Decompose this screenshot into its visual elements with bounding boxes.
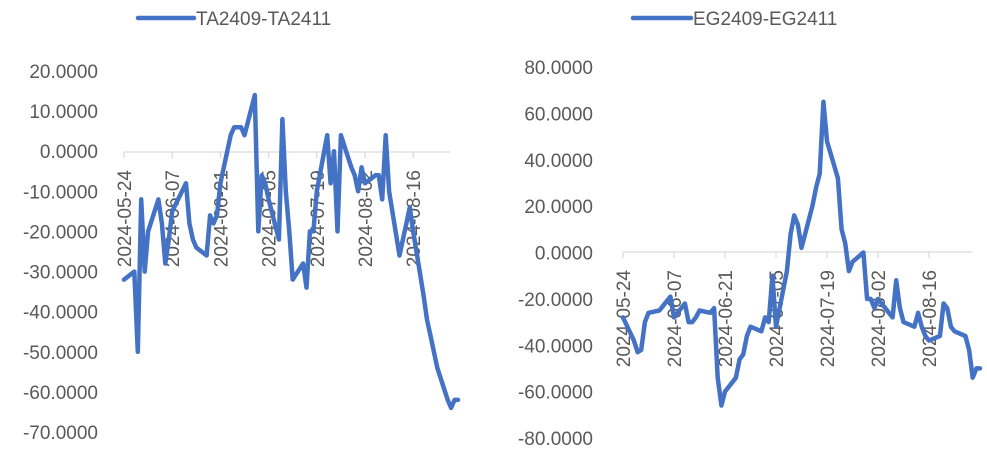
ta-x-tick-label: 2024-08-02 <box>356 170 377 267</box>
ta-y-tick-label: -40.0000 <box>23 303 98 324</box>
chart-ta-spread: 20.0000 10.0000 0.0000 -10.0000 -20.0000 -30.… <box>0 0 493 450</box>
ta-y-tick-label: -10.0000 <box>23 182 98 203</box>
eg-y-tick-label: -20.0000 <box>518 290 593 311</box>
ta-y-tick-label: -30.0000 <box>23 263 98 284</box>
eg-y-tick-label: -60.0000 <box>518 383 593 404</box>
eg-y-tick-label: 0.0000 <box>535 244 593 265</box>
ta-x-tick-label: 2024-08-16 <box>404 170 425 267</box>
ta-y-tick-label: 20.0000 <box>29 62 98 83</box>
ta-y-tick-label: -70.0000 <box>23 423 98 444</box>
eg-x-tick-label: 2024-08-02 <box>869 270 890 367</box>
ta-x-tick-label: 2024-07-19 <box>308 170 329 267</box>
ta-y-tick-label: -50.0000 <box>23 343 98 364</box>
ta-y-tick-label: 10.0000 <box>29 102 98 123</box>
chart-eg-spread-svg: 80.0000 60.0000 40.0000 20.0000 0.0000 -20.00… <box>518 9 983 450</box>
ta-x-tick-label: 2024-05-24 <box>115 170 136 268</box>
eg-y-tick-label: 40.0000 <box>524 151 593 172</box>
ta-x-tick-label: 2024-06-21 <box>211 170 232 267</box>
chart-eg-spread: 80.0000 60.0000 40.0000 20.0000 0.0000 -20.00… <box>493 0 987 450</box>
eg-legend-label: EG2409-EG2411 <box>693 9 837 30</box>
ta-legend-label: TA2409-TA2411 <box>196 9 331 30</box>
chart-ta-spread-svg: 20.0000 10.0000 0.0000 -10.0000 -20.0000 -30.… <box>23 9 461 444</box>
eg-series-line <box>620 99 983 408</box>
eg-y-tick-label: 20.0000 <box>524 197 593 218</box>
eg-y-tick-label: 60.0000 <box>524 104 593 125</box>
ta-y-tick-label: 0.0000 <box>40 142 98 163</box>
ta-y-tick-label: -60.0000 <box>23 383 98 404</box>
eg-y-tick-label: 80.0000 <box>524 58 593 79</box>
eg-y-tick-label: -80.0000 <box>518 429 593 450</box>
eg-x-tick-label: 2024-07-19 <box>818 270 839 367</box>
eg-x-tick-label: 2024-08-16 <box>920 270 941 367</box>
eg-x-tick-label: 2024-06-21 <box>716 270 737 367</box>
ta-x-tick-label: 2024-07-05 <box>260 170 281 267</box>
ta-series-line <box>121 92 461 411</box>
ta-y-tick-label: -20.0000 <box>23 222 98 243</box>
eg-y-tick-label: -40.0000 <box>518 336 593 357</box>
